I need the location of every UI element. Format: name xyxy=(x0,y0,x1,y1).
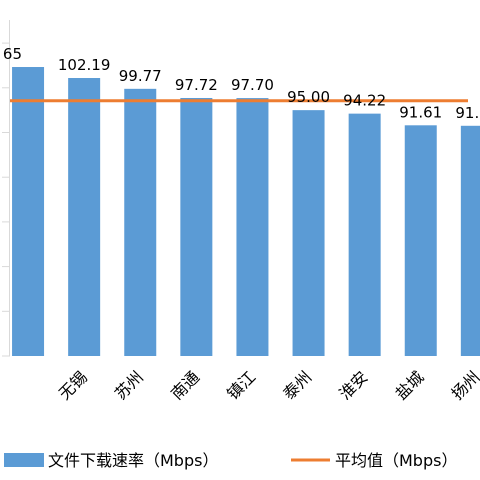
category-label: 南通 xyxy=(167,367,203,403)
data-label: 99.77 xyxy=(119,67,162,85)
category-label: 泰州 xyxy=(279,367,315,403)
category-label: 盐城 xyxy=(392,367,428,403)
bar xyxy=(404,125,437,356)
data-label: 97.70 xyxy=(231,76,274,94)
y-axis-ticks xyxy=(2,20,10,357)
legend: 文件下载速率（Mbps） 平均值（Mbps） xyxy=(4,451,457,470)
bar-series xyxy=(12,67,480,357)
bar xyxy=(124,88,157,357)
data-label: 94.22 xyxy=(343,92,386,110)
bar xyxy=(12,67,45,357)
bar xyxy=(68,78,101,357)
category-label: 扬州 xyxy=(448,367,480,403)
category-label: 无锡 xyxy=(55,367,91,403)
data-label: 91.50 xyxy=(455,104,480,122)
legend-label-bars: 文件下载速率（Mbps） xyxy=(48,451,218,470)
category-label: 苏州 xyxy=(111,367,147,403)
bar xyxy=(460,125,480,356)
bar xyxy=(180,97,213,356)
bar xyxy=(292,110,325,357)
legend-swatch-bars xyxy=(4,453,44,467)
data-label: 102.19 xyxy=(58,56,111,74)
data-label: 97.72 xyxy=(175,76,218,94)
category-label: 淮安 xyxy=(335,367,371,403)
legend-label-line: 平均值（Mbps） xyxy=(335,451,457,470)
data-label: 65 xyxy=(3,45,22,63)
category-labels: 无锡苏州南通镇江泰州淮安盐城扬州宿 xyxy=(55,367,480,403)
data-label: 91.61 xyxy=(399,103,442,121)
bar xyxy=(236,98,269,357)
bar xyxy=(348,113,381,356)
category-label: 镇江 xyxy=(223,367,259,403)
data-labels: 65 102.19 99.77 97.72 97.70 95.00 94.22 91.61 91… xyxy=(3,45,480,122)
data-label: 95.00 xyxy=(287,88,330,106)
